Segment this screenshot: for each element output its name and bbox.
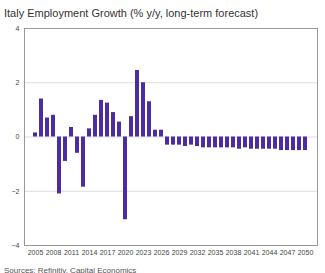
svg-text:2038: 2038 xyxy=(226,249,242,256)
html-text:Italy Employment Growth (% y/y: Italy Employment Growth (% y/y, long-ter… xyxy=(4,7,259,19)
svg-text:2029: 2029 xyxy=(172,249,188,256)
svg-text:2005: 2005 xyxy=(28,249,44,256)
svg-text:2020: 2020 xyxy=(118,249,134,256)
svg-text:2032: 2032 xyxy=(190,249,206,256)
svg-text:2011: 2011 xyxy=(64,249,79,256)
svg-text:2008: 2008 xyxy=(46,249,62,256)
svg-text:0: 0 xyxy=(16,133,20,140)
svg-text:2014: 2014 xyxy=(82,249,98,256)
svg-text:4: 4 xyxy=(16,25,20,32)
svg-text:2023: 2023 xyxy=(136,249,152,256)
svg-text:2041: 2041 xyxy=(244,249,260,256)
svg-text:2026: 2026 xyxy=(154,249,170,256)
svg-text:2050: 2050 xyxy=(298,249,314,256)
svg-text:2: 2 xyxy=(16,79,20,86)
svg-text:2017: 2017 xyxy=(100,249,116,256)
svg-text:2044: 2044 xyxy=(262,249,278,256)
svg-text:−4: −4 xyxy=(12,242,20,249)
svg-text:−2: −2 xyxy=(12,187,20,194)
svg-text:2035: 2035 xyxy=(208,249,224,256)
svg-text:2047: 2047 xyxy=(280,249,296,256)
